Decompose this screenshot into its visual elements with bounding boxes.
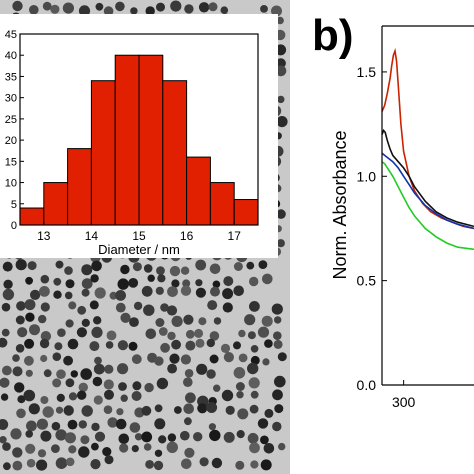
spectrum-line xyxy=(381,47,474,230)
y-tick-label: 25 xyxy=(5,114,17,126)
spectrum-line xyxy=(381,161,474,251)
x-tick-label: 300 xyxy=(392,394,416,410)
histogram-plot: 0 5 10 15 20 25 30 35 40 45 13 14 15 16 17 Diameter / n… xyxy=(0,14,278,258)
panel-label: b) xyxy=(312,11,354,60)
y-tick-label: 45 xyxy=(5,29,17,41)
histogram-bar xyxy=(162,80,188,226)
histogram-bar xyxy=(233,199,259,226)
y-tick-label: 1.0 xyxy=(357,168,377,184)
x-tick-label: 15 xyxy=(132,229,146,243)
histogram-bar xyxy=(114,54,140,226)
y-tick-label: 0.5 xyxy=(357,273,377,289)
x-tick-label: 14 xyxy=(85,229,99,243)
spectrum-line xyxy=(381,152,474,230)
y-tick-label: 15 xyxy=(5,156,17,168)
histogram-bar xyxy=(209,182,235,226)
histogram-bar xyxy=(43,182,69,226)
y-tick-label: 20 xyxy=(5,135,17,147)
histogram-bar xyxy=(19,207,45,226)
x-axis-label: Diameter / nm xyxy=(98,242,180,257)
y-tick-label: 30 xyxy=(5,93,17,105)
spectrum-line xyxy=(381,128,474,228)
histogram-bar xyxy=(90,80,116,226)
x-tick-label: 16 xyxy=(180,229,194,243)
y-tick-label: 1.5 xyxy=(357,64,377,80)
histogram-bar xyxy=(186,156,211,226)
y-tick-label: 35 xyxy=(5,71,17,83)
histogram-bar xyxy=(138,54,164,226)
y-tick-label: 10 xyxy=(5,178,17,190)
histogram-bar xyxy=(67,148,92,226)
y-tick-label: 0 xyxy=(11,220,17,232)
size-distribution-histogram: 0 5 10 15 20 25 30 35 40 45 13 14 15 16 17 Diameter / n… xyxy=(0,14,278,258)
y-axis-label: Norm. Absorbance xyxy=(330,130,350,279)
absorbance-spectrum-plot: 0.0 0.5 1.0 1.5 300 Norm. Absorbance xyxy=(330,25,474,410)
x-tick-label: 17 xyxy=(228,229,242,243)
y-tick-label: 40 xyxy=(5,50,17,62)
x-tick-label: 13 xyxy=(37,229,51,243)
tem-micrograph: 0 5 10 15 20 25 30 35 40 45 13 14 15 16 17 Diameter / n… xyxy=(0,0,290,474)
y-tick-label: 0.0 xyxy=(357,377,377,393)
y-tick-label: 5 xyxy=(11,199,17,211)
